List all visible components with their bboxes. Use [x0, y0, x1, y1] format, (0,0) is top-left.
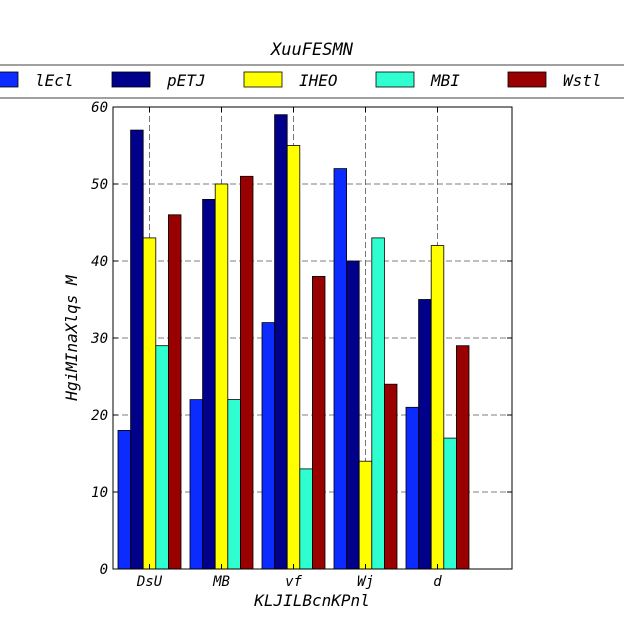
bar-MBI-vf [299, 468, 313, 570]
bar-IHEO-MB [214, 183, 229, 570]
x-axis-label: KLJILBcnKPnl [253, 591, 370, 610]
legend-swatch-IHEO [243, 71, 283, 88]
legend-label-Wstl: Wstl [563, 71, 602, 90]
bar-pETJ-Wj [346, 260, 360, 570]
y-axis-label: HgiMInaXlqs M [62, 274, 81, 402]
y-tick-label: 50 [91, 177, 108, 193]
legend: lEcl pETJ IHEO MBI Wstl [0, 64, 624, 99]
bar-Wstl-MB [239, 175, 254, 570]
chart-title: XuuFESMN [269, 40, 354, 60]
x-tick-label: vf [285, 574, 302, 590]
y-tick-label: 30 [90, 331, 108, 347]
bar-pETJ-MB [202, 198, 216, 570]
bar-lEcl-DsU [117, 429, 132, 570]
bar-lEcl-Wj [333, 168, 348, 570]
bar-Wstl-d [455, 345, 470, 570]
y-tick-label: 0 [100, 562, 108, 578]
bar-Wstl-vf [311, 275, 326, 570]
legend-label-IHEO: IHEO [299, 71, 338, 90]
axis-ticks: 0 10 20 30 40 50 60 DsU MB vf Wj d [90, 100, 512, 590]
bar-MBI-d [443, 437, 457, 570]
bar-IHEO-Wj [358, 460, 373, 570]
y-tick-label: 20 [91, 408, 108, 424]
x-tick-label: DsU [136, 574, 163, 590]
bar-lEcl-d [405, 406, 420, 570]
legend-label-MBI: MBI [430, 71, 460, 90]
y-tick-label: 60 [91, 100, 108, 116]
bar-lEcl-vf [261, 322, 276, 570]
bar-Wstl-DsU [167, 214, 182, 570]
bar-pETJ-vf [274, 114, 288, 570]
legend-swatch-MBI [375, 71, 415, 88]
x-tick-label: Wj [357, 574, 374, 590]
legend-swatch-pETJ [111, 71, 151, 88]
bar-Wstl-Wj [383, 383, 398, 570]
x-tick-label: d [433, 574, 442, 590]
bar-pETJ-d [418, 299, 432, 570]
legend-swatch-lEcl [0, 71, 19, 88]
bar-MBI-MB [227, 399, 241, 570]
bar-lEcl-MB [189, 399, 204, 570]
bar-MBI-Wj [371, 237, 385, 570]
legend-label-lEcl: lEcl [35, 71, 74, 90]
bar-IHEO-vf [286, 145, 301, 570]
bar-IHEO-DsU [142, 237, 157, 570]
x-tick-label: MB [212, 574, 230, 590]
y-tick-label: 10 [91, 485, 108, 501]
legend-label-pETJ: pETJ [166, 71, 206, 90]
bar-MBI-DsU [155, 345, 169, 570]
bar-pETJ-DsU [130, 129, 144, 570]
legend-swatch-Wstl [507, 71, 547, 88]
bar-IHEO-d [430, 245, 445, 570]
y-tick-label: 40 [91, 254, 108, 270]
bars [117, 114, 470, 570]
